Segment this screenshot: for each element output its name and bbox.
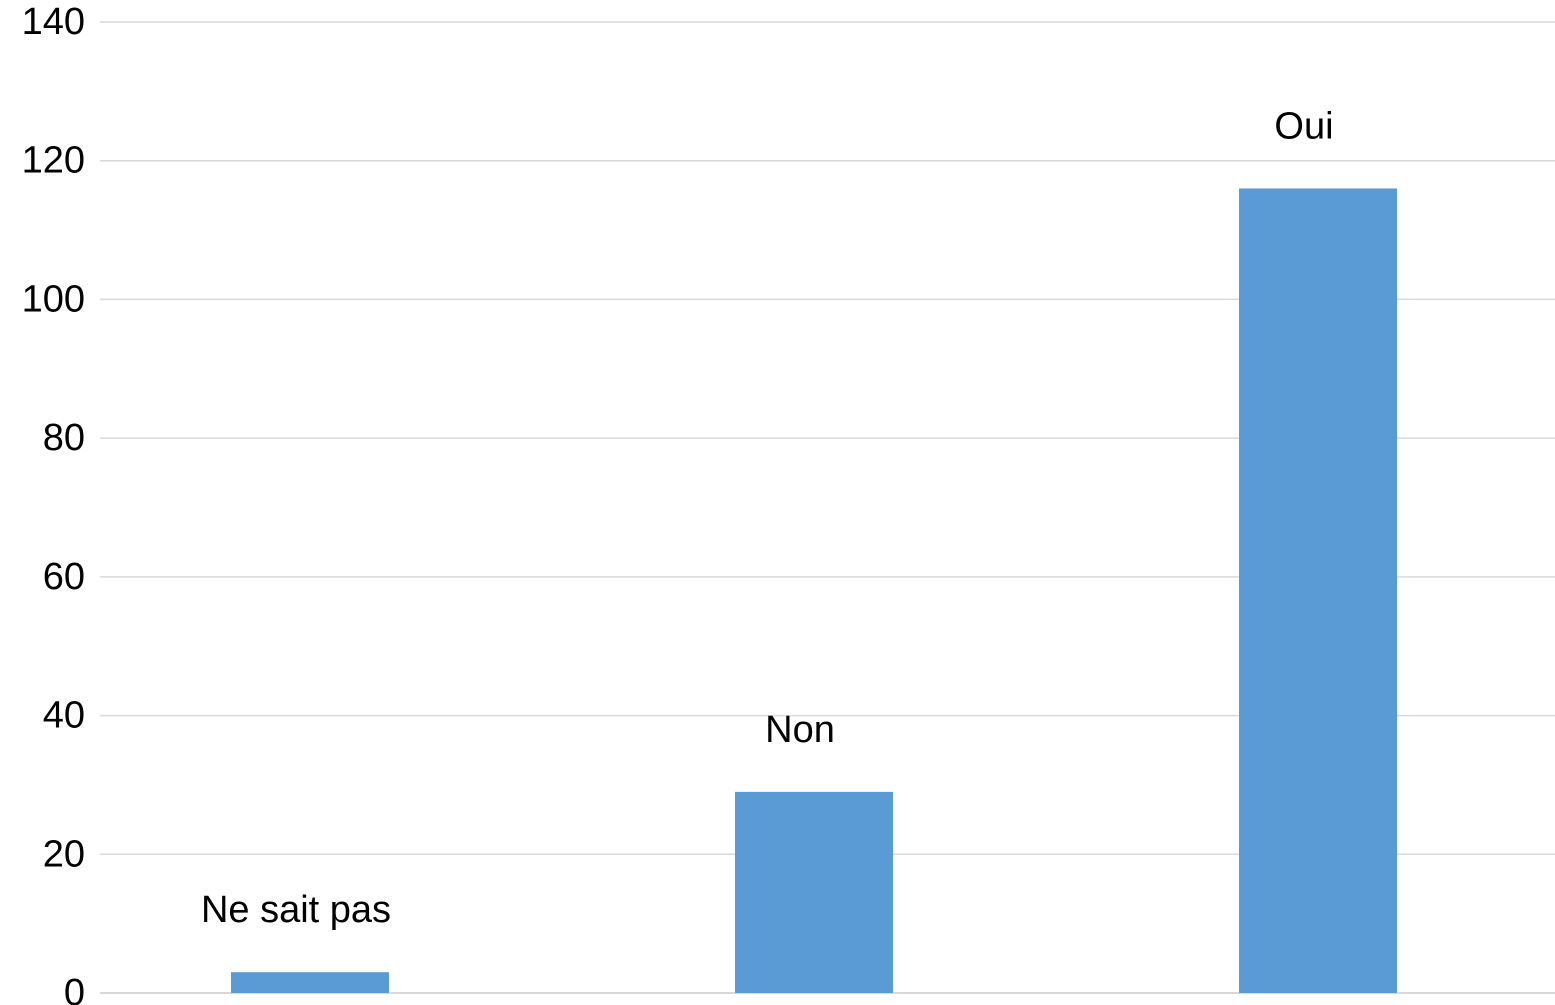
y-tick-label: 140 [22, 1, 85, 43]
category-label: Oui [1274, 105, 1333, 147]
y-tick-label: 20 [43, 833, 85, 875]
y-tick-label: 120 [22, 140, 85, 182]
category-label: Ne sait pas [201, 889, 391, 931]
y-tick-label: 100 [22, 278, 85, 320]
bar-oui [1239, 188, 1397, 993]
category-labels: Ne sait pas Non Oui [201, 105, 1334, 931]
y-tick-label: 0 [64, 972, 85, 1005]
bar-non [735, 791, 893, 993]
y-axis-ticks: 0 20 40 60 80 100 120 140 [22, 1, 85, 1005]
bars [231, 188, 1397, 993]
y-tick-label: 80 [43, 417, 85, 459]
y-tick-label: 40 [43, 695, 85, 737]
y-tick-label: 60 [43, 556, 85, 598]
bar-ne-sait-pas [231, 972, 389, 993]
category-label: Non [765, 709, 835, 751]
